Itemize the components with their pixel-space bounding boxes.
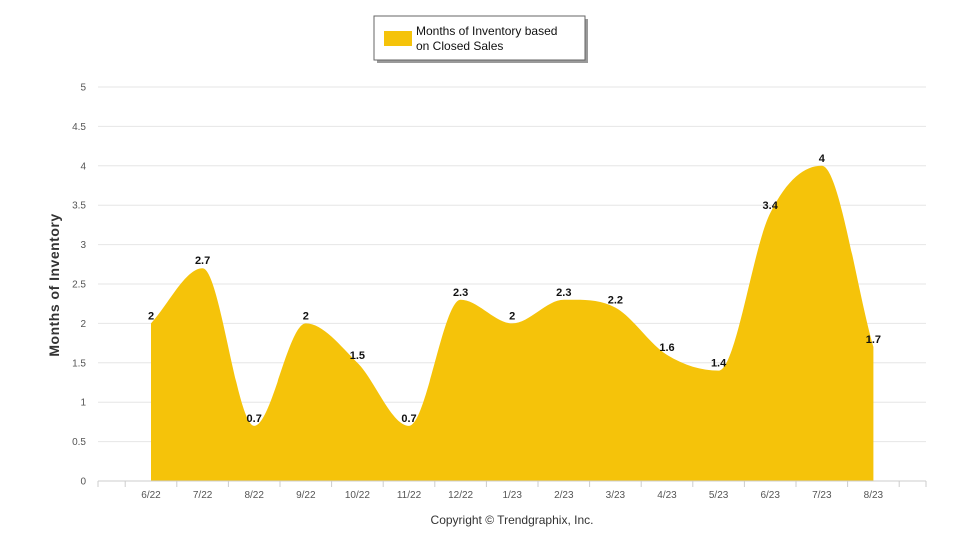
x-tick-label: 4/23	[657, 490, 677, 501]
y-tick-label: 4.5	[72, 122, 86, 133]
y-tick-label: 5	[80, 83, 86, 94]
data-label: 3.4	[763, 200, 779, 212]
x-tick-label: 7/23	[812, 490, 832, 501]
data-labels: 2 2.7 0.7 2 1.5 0.7 2.3 2 2.3 2.2 1.6 1.4 3.4 4 1.7	[148, 153, 881, 425]
x-tick-label: 3/23	[606, 490, 626, 501]
y-axis-ticks: 0 0.5 1 1.5 2 2.5 3 3.5 4 4.5 5	[72, 83, 86, 488]
data-label: 2.3	[453, 287, 468, 299]
data-label: 2.3	[556, 287, 571, 299]
legend-label-line-2: on Closed Sales	[416, 39, 503, 53]
data-label: 4	[819, 153, 826, 165]
y-axis-title: Months of Inventory	[46, 213, 62, 356]
data-label: 1.7	[866, 334, 881, 346]
data-label: 1.6	[659, 342, 674, 354]
x-tick-label: 7/22	[193, 490, 213, 501]
y-tick-label: 2	[80, 319, 86, 330]
series-area	[151, 165, 874, 482]
x-tick-label: 6/22	[141, 490, 161, 501]
x-tick-label: 2/23	[554, 490, 574, 501]
data-label: 1.5	[350, 350, 365, 362]
x-tick-label: 8/22	[244, 490, 264, 501]
data-label: 1.4	[711, 358, 727, 370]
data-label: 2	[148, 310, 154, 322]
data-label: 0.7	[401, 413, 416, 425]
data-label: 2	[303, 310, 309, 322]
data-label: 2.7	[195, 255, 210, 267]
data-label: 2.2	[608, 295, 623, 307]
x-tick-label: 11/22	[397, 490, 422, 501]
y-tick-label: 1.5	[72, 358, 86, 369]
x-tick-label: 8/23	[864, 490, 884, 501]
data-label: 2	[509, 310, 515, 322]
x-tick-label: 6/23	[760, 490, 780, 501]
legend-swatch	[384, 31, 412, 46]
copyright-credit: Copyright © Trendgraphix, Inc.	[431, 513, 594, 527]
x-tick-label: 12/22	[448, 490, 473, 501]
legend-label-line-1: Months of Inventory based	[416, 24, 557, 38]
x-tick-label: 10/22	[345, 490, 370, 501]
y-tick-label: 3.5	[72, 201, 86, 212]
y-tick-label: 3	[80, 240, 86, 251]
y-tick-label: 0.5	[72, 437, 86, 448]
data-label: 0.7	[247, 413, 262, 425]
x-tick-label: 1/23	[502, 490, 522, 501]
x-tick-label: 5/23	[709, 490, 729, 501]
y-tick-label: 1	[80, 398, 86, 409]
y-tick-label: 0	[80, 477, 86, 488]
y-tick-label: 4	[80, 161, 86, 172]
legend: Months of Inventory based on Closed Sale…	[373, 15, 588, 63]
y-tick-label: 2.5	[72, 280, 86, 291]
x-tick-label: 9/22	[296, 490, 316, 501]
x-axis-ticks: 6/22 7/22 8/22 9/22 10/22 11/22 12/22 1/23 2/23 3…	[97, 481, 927, 501]
